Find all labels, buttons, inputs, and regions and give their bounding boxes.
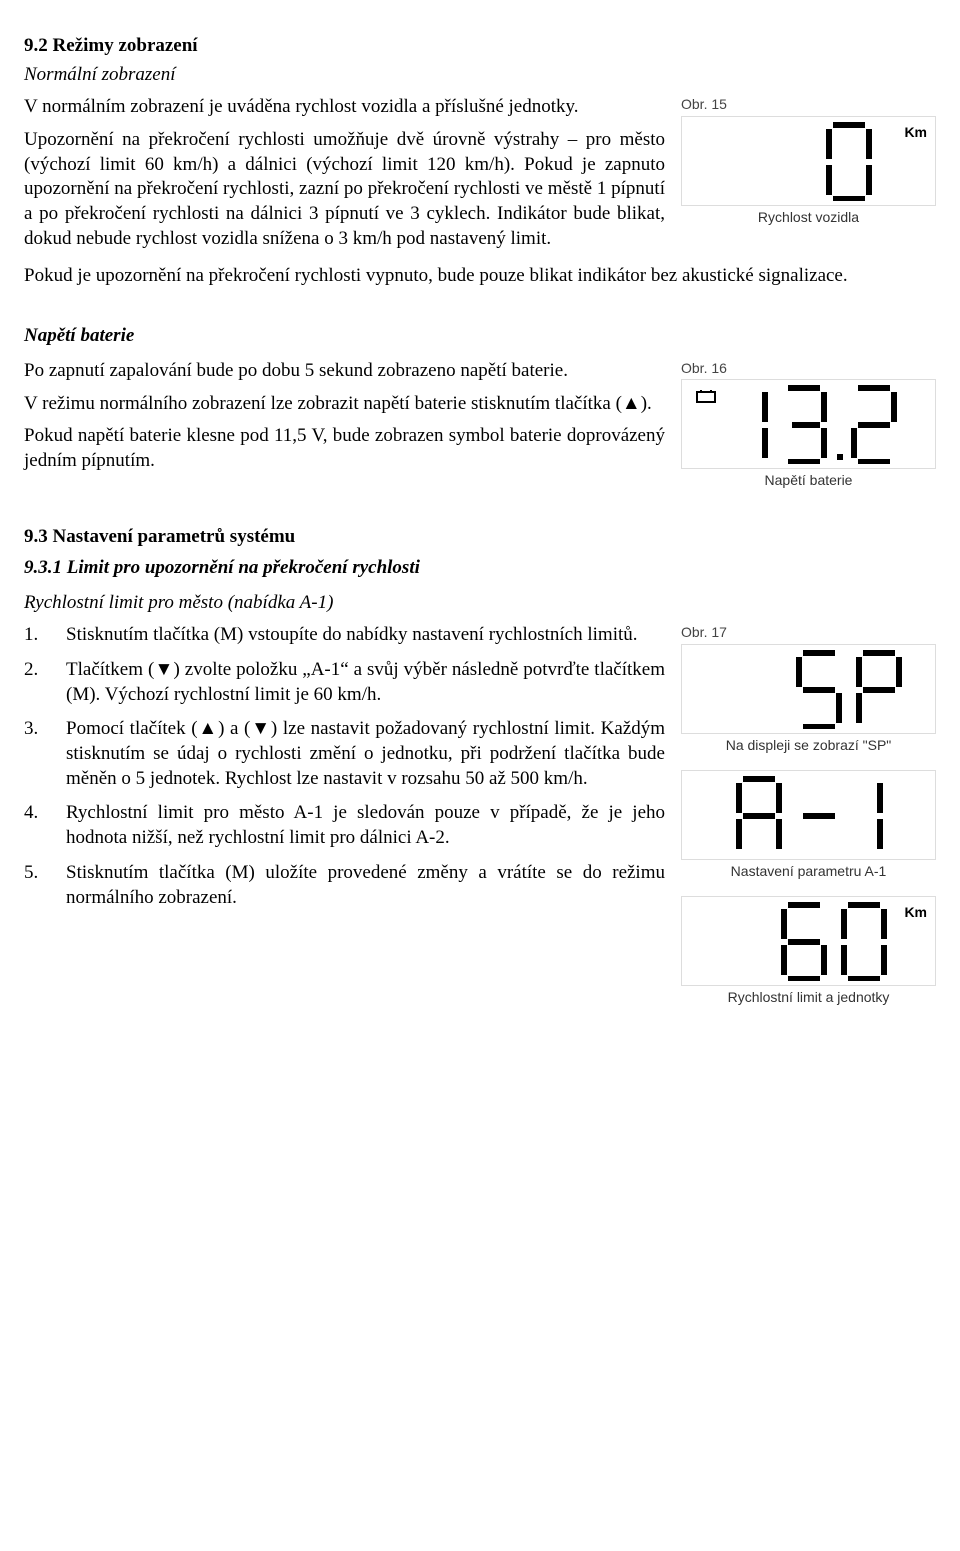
km-unit: Km xyxy=(904,903,927,921)
row-battery: Po zapnutí zapalování bude po dobu 5 sek… xyxy=(24,359,936,489)
section-heading: 9.3 Nastavení parametrů systému xyxy=(24,525,936,550)
list-number: 2. xyxy=(24,658,52,707)
figure-label: Obr. 15 xyxy=(681,95,936,113)
list-body: Stisknutím tlačítka (M) uložíte proveden… xyxy=(66,861,665,910)
para: Po zapnutí zapalování bude po dobu 5 sek… xyxy=(24,359,665,384)
para: Pokud je upozornění na překročení rychlo… xyxy=(24,264,936,289)
list-item: 4. Rychlostní limit pro město A-1 je sle… xyxy=(24,801,665,850)
list-number: 4. xyxy=(24,801,52,850)
list-item: 1. Stisknutím tlačítka (M) vstoupíte do … xyxy=(24,623,665,648)
figure-15: Obr. 15 Km Rychlost vozidla xyxy=(681,95,936,225)
ordered-list: 1. Stisknutím tlačítka (M) vstoupíte do … xyxy=(24,623,665,910)
list-body: Stisknutím tlačítka (M) vstoupíte do nab… xyxy=(66,623,665,648)
lcd-display-sp xyxy=(681,644,936,734)
menu-heading: Rychlostní limit pro město (nabídka A-1) xyxy=(24,591,936,616)
figure-caption: Nastavení parametru A-1 xyxy=(681,862,936,880)
km-unit: Km xyxy=(904,123,927,141)
para: V režimu normálního zobrazení lze zobraz… xyxy=(24,392,665,417)
subsection-heading: Napětí baterie xyxy=(24,324,936,349)
figure-label: Obr. 17 xyxy=(681,623,936,641)
list-body: Rychlostní limit pro město A-1 je sledov… xyxy=(66,801,665,850)
subsection-heading: 9.3.1 Limit pro upozornění na překročení… xyxy=(24,556,936,581)
lcd-display: Km xyxy=(681,116,936,206)
list-number: 3. xyxy=(24,717,52,791)
list-body: Pomocí tlačítek (▲) a (▼) lze nastavit p… xyxy=(66,717,665,791)
figure-caption: Na displeji se zobrazí "SP" xyxy=(681,736,936,754)
para: V normálním zobrazení je uváděna rychlos… xyxy=(24,95,665,120)
figure-caption: Napětí baterie xyxy=(681,471,936,489)
row-normal-display: V normálním zobrazení je uváděna rychlos… xyxy=(24,95,936,259)
list-number: 5. xyxy=(24,861,52,910)
para: Upozornění na překročení rychlosti umožň… xyxy=(24,128,665,251)
figure-label: Obr. 16 xyxy=(681,359,936,377)
lcd-display xyxy=(681,379,936,469)
list-number: 1. xyxy=(24,623,52,648)
list-body: Tlačítkem (▼) zvolte položku „A-1“ a svů… xyxy=(66,658,665,707)
speed-limit-list: 1. Stisknutím tlačítka (M) vstoupíte do … xyxy=(24,623,665,910)
lcd-display-a1 xyxy=(681,770,936,860)
battery-text: Po zapnutí zapalování bude po dobu 5 sek… xyxy=(24,359,665,482)
subsection-heading: Normální zobrazení xyxy=(24,63,936,88)
figure-caption: Rychlostní limit a jednotky xyxy=(681,988,936,1006)
para: Pokud napětí baterie klesne pod 11,5 V, … xyxy=(24,424,665,473)
lcd-svg xyxy=(689,649,929,729)
normal-display-text: V normálním zobrazení je uváděna rychlos… xyxy=(24,95,665,259)
lcd-svg xyxy=(709,121,909,201)
lcd-svg xyxy=(689,901,929,981)
lcd-svg xyxy=(689,384,929,464)
lcd-svg xyxy=(689,775,929,855)
figure-16: Obr. 16 xyxy=(681,359,936,489)
list-item: 2. Tlačítkem (▼) zvolte položku „A-1“ a … xyxy=(24,658,665,707)
list-item: 3. Pomocí tlačítek (▲) a (▼) lze nastavi… xyxy=(24,717,665,791)
decimal-dot xyxy=(837,454,843,460)
row-speed-limit: 1. Stisknutím tlačítka (M) vstoupíte do … xyxy=(24,623,936,1006)
figure-17: Obr. 17 xyxy=(681,623,936,1006)
list-item: 5. Stisknutím tlačítka (M) uložíte prove… xyxy=(24,861,665,910)
section-heading: 9.2 Režimy zobrazení xyxy=(24,34,936,59)
lcd-display-60: Km xyxy=(681,896,936,986)
figure-caption: Rychlost vozidla xyxy=(681,208,936,226)
